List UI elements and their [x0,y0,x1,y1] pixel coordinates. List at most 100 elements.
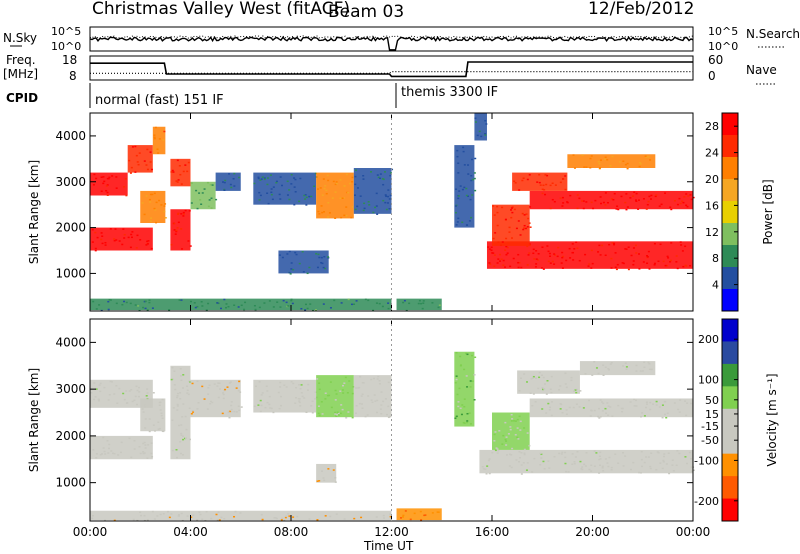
power-speckle [417,302,420,305]
power-colorbar-swatch [722,289,738,312]
power-speckle [378,177,381,180]
velocity-speckle [180,512,183,515]
velocity-region [316,375,354,418]
power-speckle [153,137,156,140]
velocity-speckle [645,406,648,409]
power-speckle [457,217,460,220]
power-speckle [635,192,638,195]
power-speckle [437,306,440,309]
power-speckle [388,207,391,210]
velocity-speckle [230,404,233,407]
power-speckle [646,256,649,258]
velocity-speckle [531,471,534,473]
power-speckle [142,306,145,309]
power-speckle [514,182,517,184]
power-speckle [113,238,116,240]
velocity-speckle [643,415,646,417]
power-speckle [508,226,511,229]
velocity-speckle [538,376,541,379]
power-speckle [572,154,575,156]
velocity-speckle [617,404,620,407]
power-speckle [145,195,148,197]
velocity-speckle [342,392,345,394]
power-speckle [253,304,256,307]
power-speckle [562,202,565,204]
power-speckle [509,209,512,211]
velocity-speckle [466,420,469,422]
power-speckle [115,239,118,241]
power-speckle [480,135,483,138]
beam-title: Beam 03 [328,2,404,22]
velocity-colorbar-tick-label: 100 [698,374,719,387]
velocity-speckle [235,387,238,389]
power-speckle [511,211,514,214]
power-speckle [664,264,667,267]
power-speckle [461,221,464,224]
power-speckle [340,216,343,219]
power-speckle [299,177,302,180]
velocity-speckle [520,377,523,379]
power-speckle [523,214,526,216]
velocity-speckle [558,388,561,391]
velocity-speckle [509,428,512,431]
velocity-speckle [523,452,526,454]
power-speckle [221,181,224,183]
velocity-speckle [360,516,363,519]
power-speckle [327,201,330,204]
velocity-speckle [678,411,681,413]
power-speckle [551,182,554,185]
velocity-speckle [564,451,567,454]
velocity-speckle [317,405,320,407]
velocity-speckle [188,380,191,383]
velocity-speckle [462,421,465,424]
velocity-speckle [488,472,491,475]
power-speckle [582,207,585,210]
velocity-speckle [455,375,458,377]
power-speckle [351,206,354,208]
power-speckle [386,202,389,204]
velocity-speckle [629,401,632,403]
velocity-speckle [132,518,135,521]
velocity-colorbar-swatch [722,363,738,387]
power-speckle [504,266,507,268]
velocity-speckle [565,470,568,473]
power-speckle [642,198,645,200]
velocity-speckle [404,510,407,512]
velocity-speckle [260,513,263,516]
velocity-speckle [160,414,163,417]
power-speckle [271,198,274,201]
power-speckle [134,304,137,306]
power-speckle [535,250,538,252]
power-speckle [564,188,567,191]
x-tick-label: 00:00 [73,525,108,539]
velocity-speckle [571,463,574,465]
power-speckle [458,190,461,192]
power-speckle [107,177,110,180]
power-speckle [286,253,289,255]
power-speckle [501,206,504,209]
nave-trace [90,70,693,74]
velocity-speckle [171,449,174,452]
velocity-region [90,510,392,521]
velocity-speckle [542,460,545,463]
power-speckle [408,302,411,305]
power-speckle [387,307,390,310]
power-speckle [354,194,357,196]
velocity-speckle [207,387,210,389]
velocity-speckle [99,382,102,385]
power-speckle [666,255,669,258]
velocity-speckle [97,398,100,401]
power-speckle [385,208,388,211]
velocity-speckle [378,380,381,382]
power-speckle [350,303,353,306]
velocity-speckle [604,366,607,369]
velocity-speckle [625,368,628,370]
power-speckle [581,154,584,156]
velocity-speckle [509,426,512,428]
power-data [90,113,695,312]
velocity-speckle [151,510,154,513]
power-speckle [372,309,375,312]
velocity-speckle [606,402,609,404]
power-speckle [260,178,263,180]
power-speckle [582,200,585,202]
